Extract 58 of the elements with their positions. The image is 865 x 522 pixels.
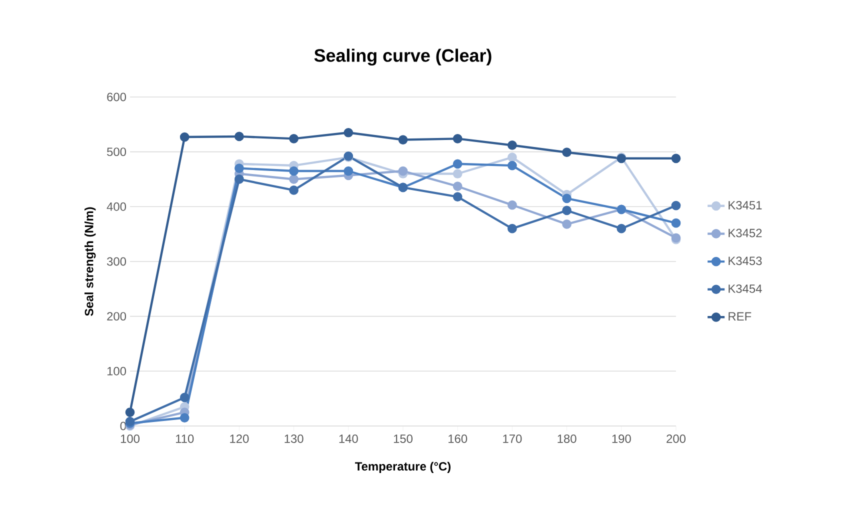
- x-tick-label: 190: [612, 434, 631, 443]
- point: [616, 224, 626, 234]
- point: [180, 413, 190, 422]
- point: [398, 166, 408, 176]
- point: [289, 186, 298, 195]
- point: [398, 135, 408, 144]
- y-tick-label: 300: [106, 257, 126, 266]
- point: [180, 132, 190, 142]
- y-tick-label: 500: [107, 148, 126, 156]
- point: [452, 169, 462, 178]
- point: [562, 194, 572, 204]
- x-axis-title: Temperature (°C): [355, 462, 451, 473]
- point: [344, 128, 354, 138]
- point: [234, 132, 244, 142]
- point: [452, 159, 462, 169]
- point: [452, 182, 462, 192]
- point: [562, 206, 572, 216]
- y-tick-label: 600: [107, 92, 126, 102]
- x-tick-label: 100: [120, 434, 140, 443]
- y-axis-title: Seal strength (N/m): [84, 207, 96, 316]
- point: [289, 166, 298, 176]
- x-tick-label: 180: [558, 434, 576, 443]
- point: [289, 174, 298, 184]
- point: [508, 160, 517, 170]
- point: [508, 152, 517, 162]
- point: [562, 220, 572, 229]
- point: [125, 408, 135, 417]
- x-tick-label: 140: [339, 434, 358, 443]
- y-tick-label: 200: [107, 312, 126, 321]
- y-tick-label: 100: [107, 366, 126, 376]
- point: [289, 134, 298, 144]
- point: [234, 174, 244, 184]
- point: [234, 164, 244, 173]
- legend-label: K3451: [728, 200, 762, 210]
- x-tick-label: 170: [503, 434, 522, 443]
- point: [671, 200, 681, 210]
- point: [508, 140, 517, 150]
- x-tick-label: 130: [284, 434, 304, 443]
- point: [671, 218, 681, 228]
- x-tick-label: 150: [394, 434, 413, 443]
- y-tick-label: 400: [106, 202, 126, 211]
- legend-label: REF: [728, 312, 752, 321]
- legend-label: K3453: [728, 256, 762, 266]
- x-tick-label: 110: [176, 434, 194, 443]
- point: [508, 200, 517, 210]
- point: [452, 134, 462, 144]
- point: [508, 224, 517, 234]
- x-tick-label: 160: [448, 434, 468, 443]
- chart-title: Sealing curve (Clear): [314, 48, 492, 66]
- legend-label: K3454: [728, 284, 762, 293]
- point: [671, 154, 681, 164]
- legend-label: K3452: [728, 228, 762, 238]
- point: [344, 166, 354, 176]
- point: [180, 392, 190, 402]
- point: [562, 148, 572, 158]
- x-tick-label: 120: [230, 434, 249, 443]
- point: [452, 192, 462, 202]
- x-tick-label: 200: [666, 434, 686, 443]
